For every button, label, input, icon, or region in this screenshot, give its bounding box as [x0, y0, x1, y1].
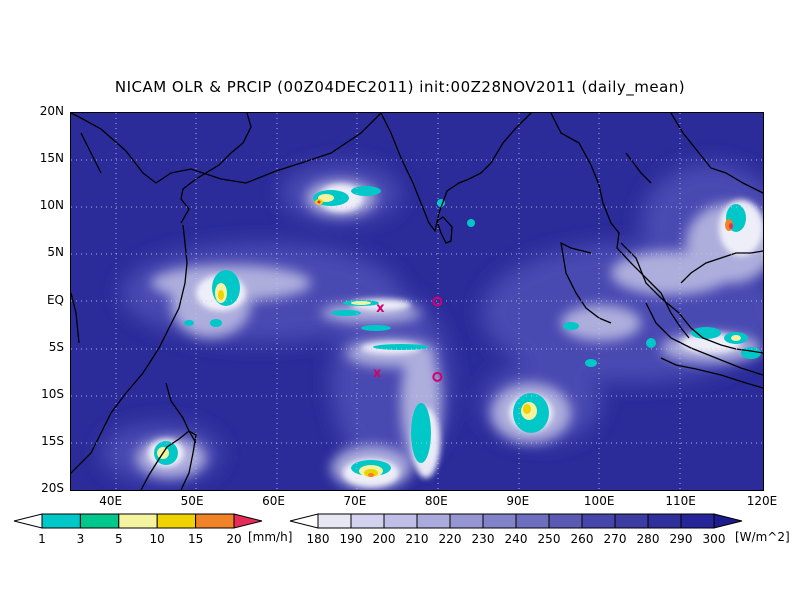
colorbar-label: 300	[702, 532, 726, 546]
longitude-label: 70E	[343, 494, 367, 508]
precip-unit: [mm/h]	[248, 530, 293, 544]
latitude-label: 15S	[41, 433, 64, 448]
colorbar-lower-extend	[289, 513, 319, 529]
precip-field	[154, 186, 761, 477]
latitude-label: 5N	[47, 245, 64, 260]
colorbar-label: 240	[504, 532, 528, 546]
colorbar-swatch	[195, 513, 235, 529]
circle-marker	[432, 296, 443, 307]
longitude-label: 100E	[583, 494, 615, 508]
colorbar-swatch	[79, 513, 120, 529]
colorbar-swatch	[416, 513, 451, 529]
colorbar-swatch	[118, 513, 158, 529]
latitude-label: 15N	[39, 151, 64, 166]
longitude-label: 80E	[424, 494, 448, 508]
colorbar-upper-extend	[233, 513, 263, 529]
longitude-label: 40E	[99, 494, 123, 508]
colorbar-upper-extend	[713, 513, 743, 529]
colorbar-label: 210	[405, 532, 429, 546]
colorbar-swatch	[548, 513, 583, 529]
colorbar-swatch	[383, 513, 418, 529]
colorbar-swatch	[449, 513, 484, 529]
coastlines	[71, 113, 763, 490]
colorbar-label: 270	[603, 532, 627, 546]
latitude-label: 10N	[39, 198, 64, 213]
colorbar-label: 220	[438, 532, 462, 546]
colorbar-swatch	[482, 513, 517, 529]
colorbar-lower-extend	[13, 513, 43, 529]
precip-colorbar	[13, 513, 263, 529]
graticule	[71, 113, 763, 490]
colorbar-label: 280	[636, 532, 660, 546]
colorbar-label: 1	[38, 532, 46, 546]
colorbar-swatch	[647, 513, 682, 529]
colorbar-label: 230	[471, 532, 495, 546]
colorbar-swatch	[41, 513, 81, 529]
longitude-label: 120E	[746, 494, 778, 508]
colorbar-swatch	[317, 513, 352, 529]
colorbar-label: 200	[372, 532, 396, 546]
tracking-markers: xx	[373, 296, 443, 382]
x-marker: x	[376, 301, 385, 316]
colorbar-label: 250	[537, 532, 561, 546]
colorbar-label: 190	[339, 532, 363, 546]
latitude-label: 10S	[41, 386, 64, 401]
colorbar-label: 5	[114, 532, 123, 546]
colorbar-swatch	[614, 513, 649, 529]
colorbar-swatch	[515, 513, 550, 529]
latitude-label: 20N	[39, 104, 64, 118]
colorbar-swatch	[350, 513, 385, 529]
longitude-label: 90E	[506, 494, 530, 508]
map-canvas: xx	[71, 113, 763, 490]
olr-colorbar	[289, 513, 743, 529]
longitude-label: 50E	[180, 494, 204, 508]
circle-marker	[432, 371, 443, 382]
latitude-label: 20S	[41, 481, 64, 495]
latitude-label: 5S	[48, 339, 64, 354]
colorbar-label: 10	[149, 532, 165, 546]
map-title: NICAM OLR & PRCIP (00Z04DEC2011) init:00…	[114, 78, 686, 96]
colorbar-swatch	[680, 513, 715, 529]
latitude-label: EQ	[46, 292, 64, 307]
colorbars	[13, 513, 743, 529]
colorbar-swatch	[156, 513, 197, 529]
colorbar-label: 180	[306, 532, 330, 546]
colorbar-label: 15	[187, 532, 204, 546]
olr-unit: [W/m^2]	[735, 530, 790, 544]
colorbar-label: 20	[226, 532, 242, 546]
x-marker: x	[373, 366, 382, 381]
colorbar-label: 290	[669, 532, 693, 546]
colorbar-label: 260	[570, 532, 594, 546]
longitude-label: 60E	[262, 494, 285, 508]
colorbar-label: 3	[76, 532, 85, 546]
colorbar-swatch	[581, 513, 616, 529]
longitude-label: 110E	[665, 494, 696, 508]
